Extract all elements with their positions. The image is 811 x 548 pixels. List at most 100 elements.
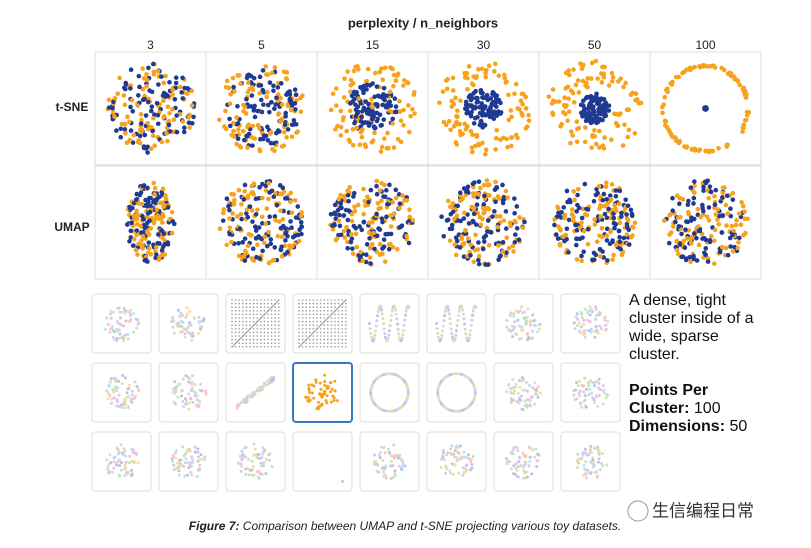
orange-point	[341, 194, 347, 200]
orange-point	[733, 222, 739, 228]
orange-point	[706, 195, 712, 201]
thumb-point	[260, 335, 262, 337]
blue-point	[228, 123, 233, 129]
blue-point	[703, 252, 708, 258]
thumb-point	[260, 456, 264, 460]
thumb-point	[263, 317, 266, 319]
thumb-point	[595, 379, 599, 383]
thumb-point	[453, 449, 457, 453]
orange-point	[518, 98, 524, 104]
thumb-point	[118, 332, 122, 336]
thumb-point	[345, 310, 347, 312]
thumb-point	[579, 401, 583, 405]
thumb-point	[319, 342, 322, 345]
blue-point	[283, 114, 288, 119]
orange-point	[465, 86, 470, 92]
orange-point	[592, 222, 598, 227]
orange-point	[464, 70, 470, 76]
thumb-point	[170, 457, 174, 461]
orange-point	[242, 104, 248, 110]
thumb-point	[598, 324, 602, 328]
orange-point	[523, 126, 529, 131]
thumb-point	[266, 453, 270, 457]
orange-point	[370, 104, 375, 110]
orange-point	[723, 202, 729, 208]
thumb-point	[331, 394, 335, 398]
thumb-point	[118, 336, 122, 340]
blue-point	[607, 193, 613, 198]
thumb-point	[511, 378, 515, 382]
thumb-point	[274, 306, 277, 309]
orange-point	[703, 148, 708, 154]
thumb-point	[536, 330, 540, 334]
blue-point	[581, 249, 586, 255]
thumb-point	[190, 458, 194, 462]
blue-point	[143, 257, 149, 263]
blue-point	[253, 196, 259, 202]
thumb-point	[345, 342, 347, 345]
orange-point	[288, 107, 294, 113]
blue-point	[471, 121, 477, 126]
thumb-point	[583, 398, 587, 402]
thumb-point	[460, 305, 464, 309]
thumb-point	[274, 335, 277, 337]
orange-point	[238, 211, 244, 217]
orange-point	[410, 106, 415, 112]
thumb-point	[114, 385, 118, 389]
orange-point	[387, 108, 392, 113]
blue-point	[142, 132, 148, 138]
thumb-point	[579, 405, 583, 409]
thumb-point	[263, 320, 266, 323]
blue-point	[380, 96, 386, 101]
thumb-point	[589, 471, 593, 475]
thumb-point	[278, 324, 280, 327]
orange-point	[184, 91, 190, 96]
thumb-point	[252, 335, 255, 337]
orange-point	[391, 145, 397, 150]
orange-point	[342, 235, 348, 240]
thumb-point	[575, 312, 579, 316]
thumb-point	[334, 302, 336, 305]
thumb-point	[316, 317, 318, 319]
orange-point	[688, 240, 694, 246]
orange-point	[148, 146, 154, 152]
blue-point	[476, 261, 482, 267]
blue-point	[370, 81, 375, 86]
thumb-point	[514, 382, 518, 386]
thumb-point	[180, 394, 184, 398]
blue-point	[374, 84, 380, 89]
thumb-point	[439, 337, 443, 341]
blue-point	[351, 194, 356, 199]
orange-point	[595, 76, 600, 81]
thumb-point	[319, 320, 322, 323]
thumb-point	[274, 317, 277, 319]
blue-point	[597, 246, 603, 252]
thumb-point	[133, 380, 137, 384]
thumb-point	[249, 320, 251, 323]
thumb-point	[109, 312, 113, 316]
thumbnail	[158, 362, 219, 423]
thumb-point	[234, 299, 237, 301]
thumbnail	[292, 293, 353, 354]
thumb-point	[382, 327, 386, 331]
thumb-point	[525, 475, 529, 479]
orange-point	[387, 89, 393, 95]
orange-point	[618, 111, 623, 116]
blue-point	[267, 190, 272, 195]
thumb-point	[595, 475, 599, 479]
thumb-point	[256, 338, 259, 341]
thumb-point	[601, 384, 605, 388]
blue-point	[145, 150, 150, 155]
thumb-point	[573, 327, 577, 331]
thumb-point	[583, 447, 587, 451]
orange-point	[493, 179, 498, 185]
orange-point	[465, 236, 471, 241]
orange-point	[177, 84, 183, 90]
thumb-point	[231, 310, 233, 312]
thumb-point	[319, 387, 323, 391]
orange-point	[166, 118, 172, 124]
blue-point	[680, 254, 686, 259]
blue-point	[130, 108, 136, 114]
orange-point	[526, 118, 532, 123]
